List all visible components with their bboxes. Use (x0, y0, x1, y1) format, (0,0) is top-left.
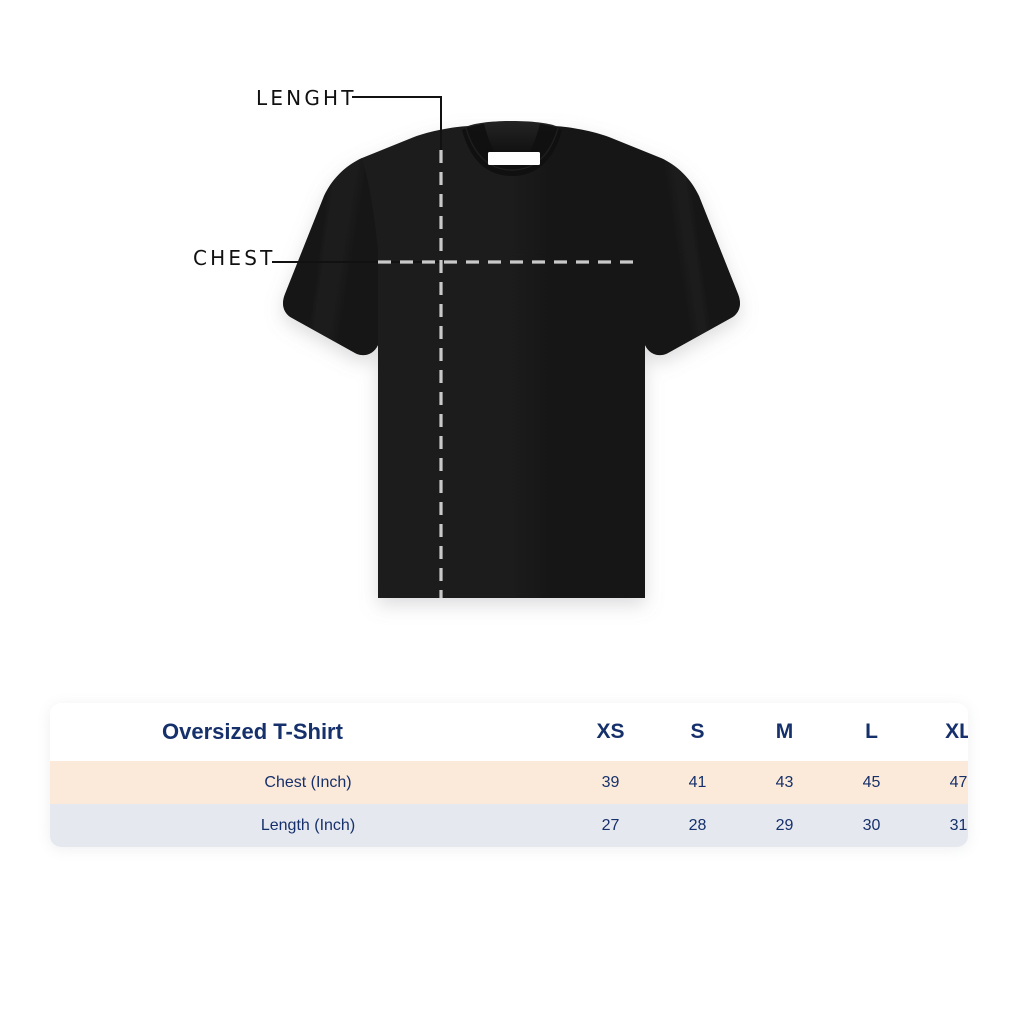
neck-label (488, 152, 540, 165)
chest-value-xs: 39 (567, 761, 654, 804)
length-callout-label: LENGHT (256, 86, 357, 110)
size-header-s: S (654, 703, 741, 761)
chest-value-s: 41 (654, 761, 741, 804)
chest-value-xl: 47 (915, 761, 968, 804)
row-label-chest: Chest (Inch) (50, 761, 567, 804)
tshirt-illustration (272, 96, 740, 598)
size-header-m: M (741, 703, 828, 761)
size-header-l: L (828, 703, 915, 761)
size-chart-table: Oversized T-Shirt XS S M L XL 2XL Chest … (50, 703, 968, 847)
size-header-xs: XS (567, 703, 654, 761)
length-value-s: 28 (654, 804, 741, 847)
chest-value-m: 43 (741, 761, 828, 804)
length-value-xl: 31 (915, 804, 968, 847)
size-header-xl: XL (915, 703, 968, 761)
length-value-m: 29 (741, 804, 828, 847)
garment-body (283, 126, 740, 598)
length-value-l: 30 (828, 804, 915, 847)
table-header-row: Oversized T-Shirt XS S M L XL 2XL (50, 703, 968, 761)
row-label-length: Length (Inch) (50, 804, 567, 847)
product-figure: LENGHT CHEST (193, 86, 740, 598)
table-title: Oversized T-Shirt (50, 703, 567, 761)
chest-value-l: 45 (828, 761, 915, 804)
chest-callout-label: CHEST (193, 246, 276, 270)
length-value-xs: 27 (567, 804, 654, 847)
table-row-chest: Chest (Inch) 39 41 43 45 47 49 (50, 761, 968, 804)
length-leader-line (352, 96, 442, 160)
table-row-length: Length (Inch) 27 28 29 30 31 32 (50, 804, 968, 847)
